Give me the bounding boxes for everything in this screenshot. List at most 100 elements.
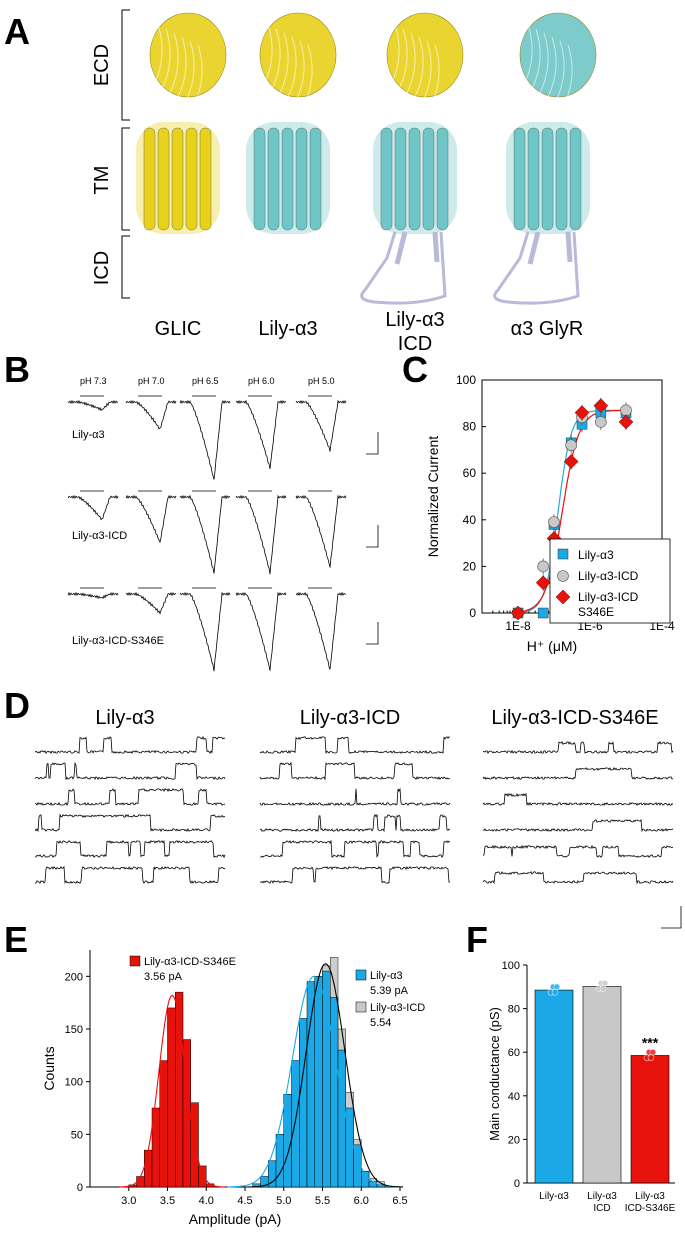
data-point-diamond [535,575,551,591]
y-axis-label: Normalized Current [425,436,441,557]
histogram-bar [322,970,331,1188]
y-tick-label: 150 [65,1024,83,1036]
histogram-bar [136,1176,145,1188]
ecd-strand [177,36,187,98]
icd-bracket [121,235,130,299]
structure-name-lily-a3-icd: Lily-α3 ICD [385,309,445,355]
histogram-bar [330,997,339,1188]
ecd-domain [386,12,464,98]
histogram-bar [144,1149,153,1188]
ecd-strand [287,36,297,98]
single-channel-trace [482,740,674,754]
structure-name-lily-a3: Lily-α3 [258,318,318,340]
data-point-diamond [593,398,609,413]
y-tick-label: 0 [77,1182,83,1194]
y-axis-label: Main conductance (pS) [487,1007,502,1141]
tm-helix [143,127,156,231]
tm-helix [408,127,421,231]
structure-0 [136,12,227,234]
category-label: ICD [593,1203,610,1214]
panel-b-traces: pH 7.3 pH 7.0 pH 6.5 pH 6.0 pH 5.0 Lily-α3 Lil… [67,376,379,672]
histogram-bar [167,1007,176,1188]
tm-helix [171,127,184,231]
ecd-domain [149,12,227,98]
tm-bracket [121,127,130,231]
y-tick-label: 100 [65,1077,83,1089]
ecd-strand [169,32,179,94]
y-tick-label: 100 [456,373,476,387]
icd-domain [360,231,447,305]
panel-letter-c: C [402,349,428,390]
scale-bar [366,622,379,645]
single-channel-trace [259,839,451,859]
ecd-strand [271,28,281,90]
data-point [553,983,561,991]
x-tick-label: 4.5 [237,1195,252,1207]
histogram-bar [198,1165,207,1188]
panel-f-conductance: 0 20 40 60 80 100 Main conductance (pS) Lily-α3… [487,960,676,1214]
ecd-strand [430,44,440,106]
y-tick-label: 0 [469,606,476,620]
y-tick-label: 20 [463,559,477,573]
histogram-bar [353,1144,362,1188]
data-point-circle [537,560,549,573]
tm-helix [199,127,212,231]
conductance-bar [582,986,622,1184]
legend-label: Lily-α3-ICD [578,590,639,604]
data-point-circle [595,416,607,428]
tm-helix [309,127,322,231]
single-channel-trace [482,844,674,858]
data-point [551,988,559,996]
histogram-bar [306,981,315,1188]
legend-label: Lily-α3 [578,548,614,562]
tm-helix [253,127,266,231]
single-channel-trace [259,736,451,755]
structure-3 [493,12,597,305]
ecd-strand [153,24,163,86]
category-label: ICD-S346E [625,1203,676,1214]
data-point [599,985,607,992]
tm-helix [541,127,554,231]
ph-label: pH 6.0 [248,376,275,386]
histogram-bar [299,1018,308,1188]
panel-d-single-channel: Lily-α3 Lily-α3-ICD Lily-α3-ICD-S346E [34,707,682,929]
current-trace [235,494,287,575]
histogram-bar [268,1160,277,1188]
tm-helix [513,127,526,231]
current-trace [125,591,176,615]
tm-helix [394,127,407,231]
current-trace [125,494,177,544]
single-channel-trace [34,813,226,833]
legend-label: Lily-α3 [370,970,403,982]
x-tick-label: 6.0 [354,1195,369,1207]
x-tick-label: 5.0 [276,1195,291,1207]
ecd-domain [519,12,597,98]
trace-row-label: Lily-α3-ICD-S346E [72,635,164,647]
ecd-strand [523,24,533,86]
y-axis-label: Counts [41,1046,57,1090]
category-label: Lily-α3 [587,1191,617,1202]
y-tick-label: 20 [508,1134,520,1146]
current-trace [67,399,119,412]
ecd-strand [531,28,541,90]
single-channel-trace [34,761,226,781]
y-tick-label: 80 [508,1004,520,1016]
legend-box [549,538,671,624]
ecd-strand [414,36,424,98]
single-channel-trace [35,788,226,807]
trace-title: Lily-α3-ICD-S346E [491,707,658,729]
panel-letter-f: F [466,919,488,960]
x-tick-label: 4.0 [199,1195,214,1207]
y-tick-label: 100 [502,960,520,972]
ecd-strand [422,40,432,102]
tm-helix [157,127,170,231]
legend-annotation: 5.39 pA [370,985,409,997]
panel-letter-e: E [4,919,29,960]
gaussian-fit [248,963,404,1188]
histogram-bar [283,1094,292,1188]
gaussian-fit [119,994,225,1188]
data-point [649,1048,657,1056]
ph-label: pH 7.3 [80,376,107,386]
